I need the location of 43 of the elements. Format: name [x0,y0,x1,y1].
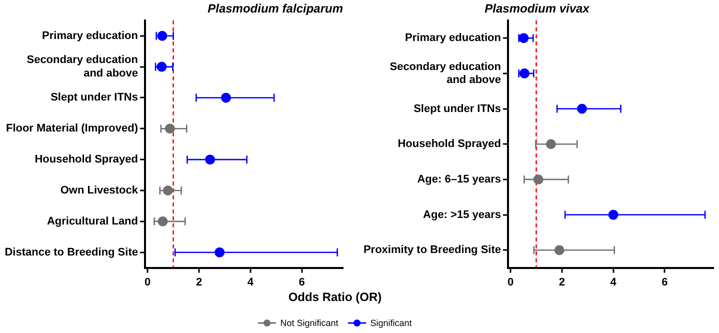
y-tick-label: Household Sprayed [34,154,138,166]
y-tick-label: Age: >15 years [423,208,501,221]
y-tick-label: Own Livestock [60,184,139,197]
y-tick-label: Primary education [405,32,502,44]
point [221,92,231,103]
x-axis-title: Odds Ratio (OR) [287,290,383,304]
y-tick-label: Distance to Breeding Site [4,246,138,258]
point [608,210,618,220]
point [158,216,168,226]
point [533,174,544,184]
point [214,247,225,258]
point [576,104,587,114]
y-tick-label: Slept under ITNs [50,92,138,104]
point [157,30,168,41]
point [162,185,173,196]
y-tick-label: Household Sprayed [398,138,501,150]
point [546,139,556,150]
point [156,62,167,72]
y-tick-label: Primary education [42,30,138,42]
legend-label: Not Significant [280,318,338,328]
y-tick-label: Age: 6–15 years [417,173,501,186]
x-tick-label: 0 [144,276,151,288]
point [164,124,175,134]
point [205,154,216,165]
legend-label: Significant [370,318,412,328]
x-tick-label: 6 [662,276,668,288]
y-tick-label: Slept under ITNs [414,102,501,115]
chart-title: Plasmodium falciparum [208,2,344,16]
x-tick-label: 6 [298,276,305,288]
y-tick-label: Agricultural Land [46,215,138,228]
y-tick-label: Proximity to Breeding Site [363,244,501,256]
x-tick-label: 4 [610,276,618,288]
x-tick-label: 0 [508,276,514,288]
point [554,245,564,256]
x-tick-label: 2 [196,276,202,288]
chart-title: Plasmodium vivax [484,2,591,16]
point [518,33,529,44]
x-tick-label: 2 [558,276,566,288]
y-tick-label: Floor Material (Improved) [6,122,138,135]
point [519,68,530,78]
x-tick-label: 4 [247,276,254,288]
y-tick-label: Secondary education and above [26,54,138,80]
y-tick-label: Secondary education and above [390,60,502,86]
